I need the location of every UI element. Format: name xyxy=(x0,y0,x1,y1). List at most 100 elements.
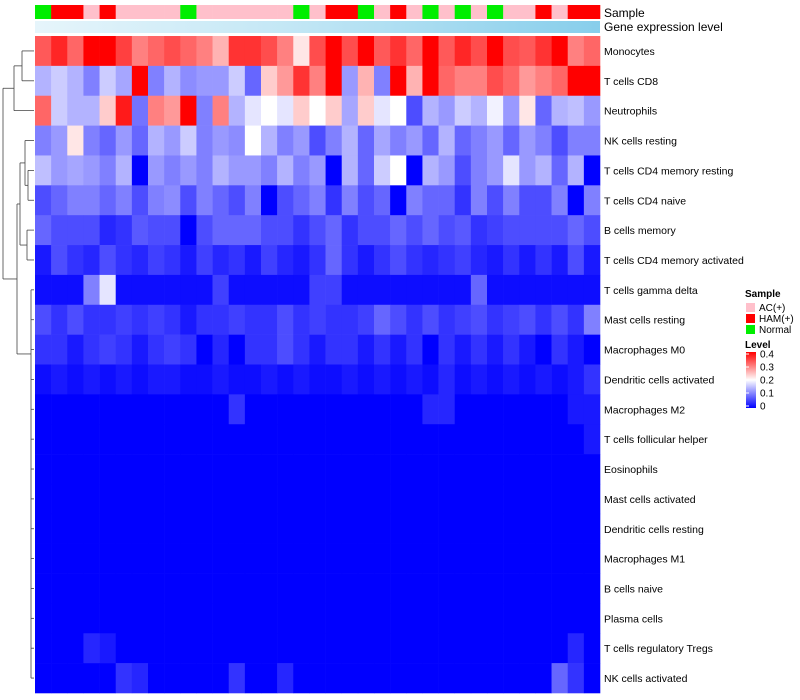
heatmap-cell xyxy=(293,483,310,515)
heatmap-cell xyxy=(422,245,439,276)
heatmap-cell xyxy=(51,274,68,306)
heatmap-cell xyxy=(567,454,585,485)
heatmap-cell xyxy=(406,65,423,97)
heatmap-cell xyxy=(131,155,149,186)
heatmap-cell xyxy=(51,483,68,515)
heatmap-cell xyxy=(244,65,262,97)
heatmap-cell xyxy=(567,633,585,664)
heatmap-cell xyxy=(131,215,149,246)
heatmap-cell xyxy=(422,663,439,694)
heatmap-cell xyxy=(99,36,117,67)
heatmap-cell xyxy=(309,334,326,365)
heatmap-cell xyxy=(228,573,246,604)
heatmap-cell xyxy=(212,483,230,515)
heatmap-cell xyxy=(325,65,343,97)
heatmap-cell xyxy=(148,334,165,365)
heatmap-cell xyxy=(390,36,407,67)
heatmap-cell xyxy=(390,543,407,574)
heatmap-cell xyxy=(99,543,117,574)
heatmap-cell xyxy=(180,633,197,664)
heatmap-cell xyxy=(551,513,569,544)
heatmap-cell xyxy=(35,633,52,664)
heatmap-cell xyxy=(164,603,181,634)
heatmap-cell xyxy=(99,483,117,515)
heatmap-cell xyxy=(148,603,165,634)
heatmap-cell xyxy=(51,215,68,246)
heatmap-cell xyxy=(212,185,230,216)
heatmap-cell xyxy=(83,155,100,186)
heatmap-cell xyxy=(422,185,439,216)
heatmap-cell xyxy=(357,394,375,425)
heatmap-cell xyxy=(341,633,359,664)
heatmap-cell xyxy=(406,454,423,485)
heatmap-cell xyxy=(164,304,181,335)
heatmap-cell xyxy=(406,483,423,515)
heatmap-cell xyxy=(583,633,601,664)
heatmap-cell xyxy=(519,603,536,634)
heatmap-cell xyxy=(51,364,68,395)
heatmap-cell xyxy=(148,483,165,515)
heatmap-cell xyxy=(99,215,117,246)
heatmap-cell xyxy=(115,245,133,276)
heatmap-cell xyxy=(115,483,133,515)
heatmap-cell xyxy=(277,543,294,574)
heatmap-cell xyxy=(261,36,278,67)
heatmap-cell xyxy=(196,125,213,156)
heatmap-cell xyxy=(357,573,375,604)
heatmap-cell xyxy=(83,245,100,276)
heatmap-cell xyxy=(115,95,133,126)
heatmap-cell xyxy=(180,304,197,335)
heatmap-cell xyxy=(487,573,504,604)
heatmap-cell xyxy=(277,155,294,186)
heatmap-cell xyxy=(131,394,149,425)
sample-cell xyxy=(567,5,585,19)
heatmap-cell xyxy=(212,304,230,335)
heatmap-cell xyxy=(67,185,84,216)
heatmap-cell xyxy=(277,573,294,604)
heatmap-cell xyxy=(503,603,520,634)
heatmap-cell xyxy=(244,364,262,395)
heatmap-cell xyxy=(583,573,601,604)
heatmap-cell xyxy=(503,633,520,664)
heatmap-cell xyxy=(180,125,197,156)
heatmap-cell xyxy=(131,454,149,485)
heatmap-cell xyxy=(244,394,262,425)
heatmap-cell xyxy=(406,364,423,395)
heatmap-cell xyxy=(422,364,439,395)
heatmap-cell xyxy=(196,364,213,395)
heatmap-cell xyxy=(277,245,294,276)
heatmap-cell xyxy=(83,573,100,604)
heatmap-cell xyxy=(470,245,488,276)
heatmap-cell xyxy=(99,663,117,694)
heatmap-cell xyxy=(325,603,343,634)
heatmap-cell xyxy=(164,215,181,246)
heatmap-cell xyxy=(293,513,310,544)
sample-cell xyxy=(503,5,520,19)
heatmap-cell xyxy=(115,394,133,425)
heatmap-cell xyxy=(438,334,456,365)
heatmap-cell xyxy=(228,603,246,634)
heatmap-cell xyxy=(325,274,343,306)
heatmap-cell xyxy=(374,603,391,634)
heatmap-cell xyxy=(212,573,230,604)
heatmap-cell xyxy=(438,573,456,604)
heatmap-cell xyxy=(487,155,504,186)
heatmap-cell xyxy=(341,573,359,604)
heatmap-cell xyxy=(309,394,326,425)
heatmap-cell xyxy=(519,394,536,425)
heatmap-cell xyxy=(51,573,68,604)
heatmap-cell xyxy=(390,125,407,156)
heatmap-cell xyxy=(438,125,456,156)
heatmap-cell xyxy=(390,155,407,186)
heatmap-cell xyxy=(261,573,278,604)
heatmap-cell xyxy=(535,573,552,604)
heatmap-cell xyxy=(67,663,84,694)
heatmap-cell xyxy=(35,394,52,425)
heatmap-cell xyxy=(67,274,84,306)
heatmap-cell xyxy=(196,274,213,306)
heatmap-cell xyxy=(164,663,181,694)
heatmap-cell xyxy=(357,543,375,574)
heatmap-cell xyxy=(438,185,456,216)
heatmap-cell xyxy=(535,185,552,216)
heatmap-cell xyxy=(422,155,439,186)
